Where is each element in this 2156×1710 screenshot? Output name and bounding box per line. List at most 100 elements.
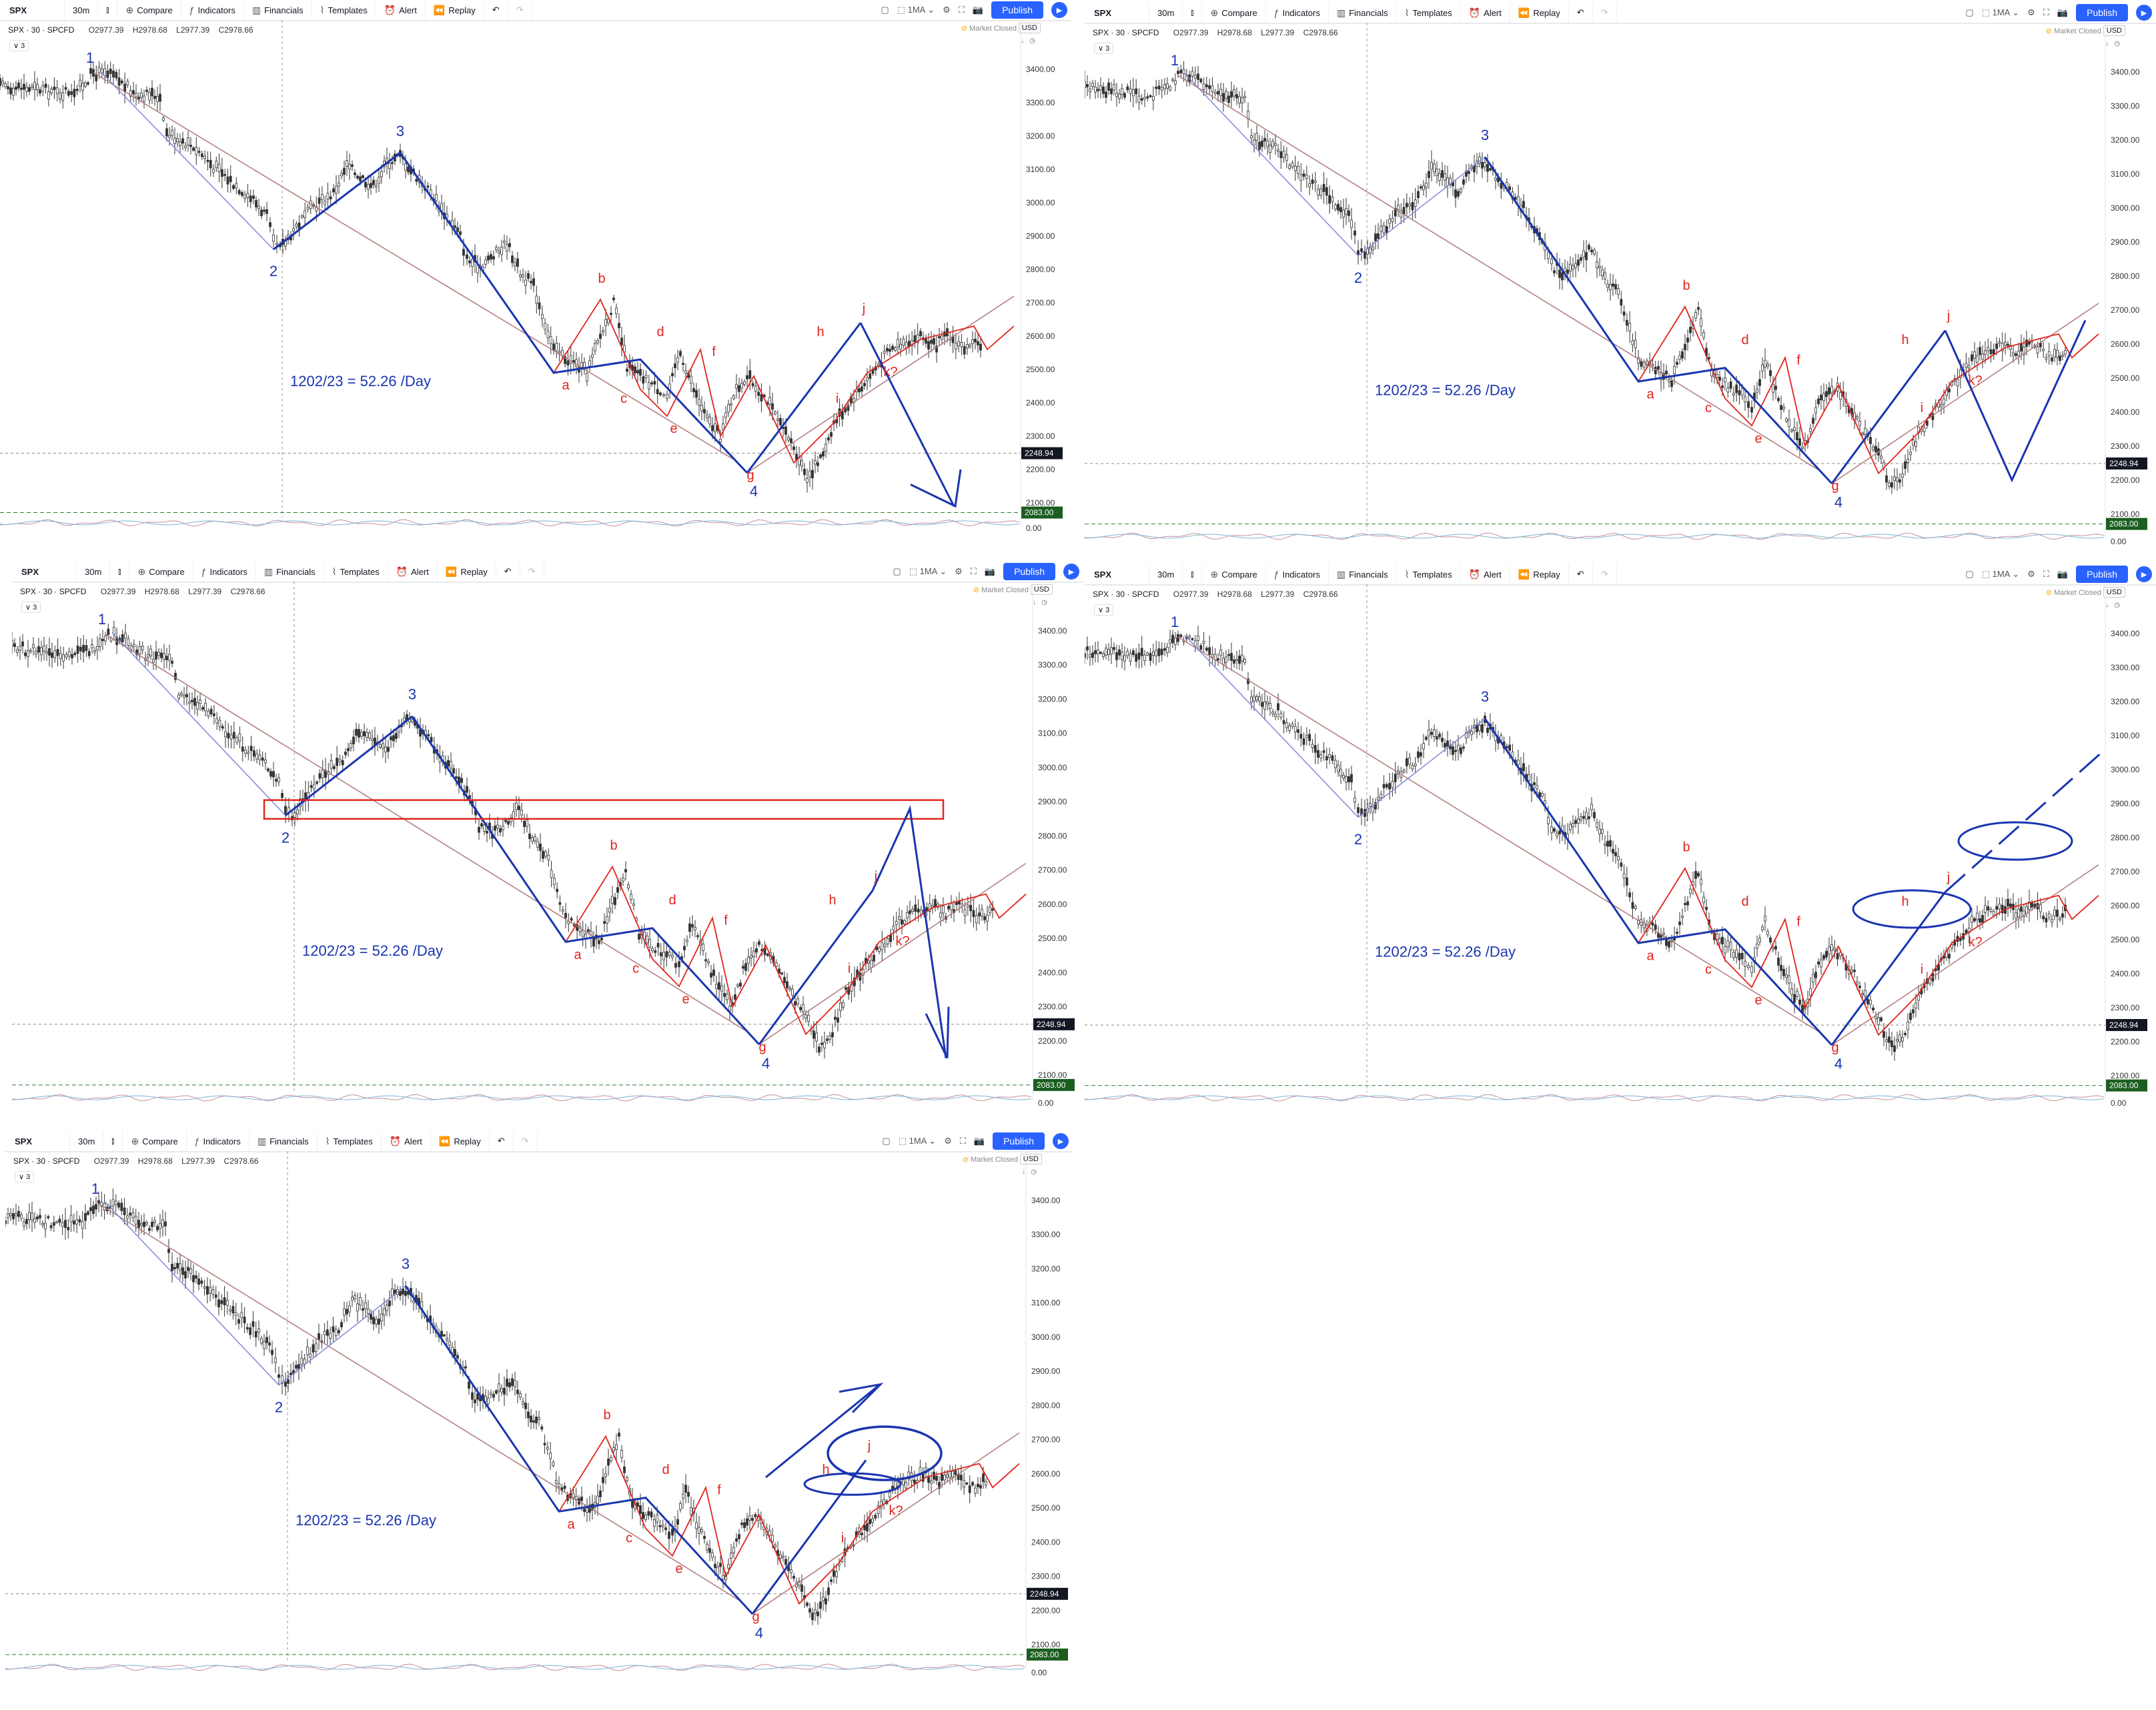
arrow-down-icon[interactable]: ↓	[1021, 37, 1030, 45]
undo-button[interactable]: ↶	[484, 0, 508, 20]
legend-collapse-button[interactable]: ∨ 3	[1094, 604, 1114, 616]
redo-button[interactable]: ↷	[508, 0, 532, 20]
play-icon[interactable]: ▶	[2136, 5, 2152, 21]
camera-icon[interactable]: 📷	[2057, 7, 2069, 17]
symbol-search[interactable]: SPX	[5, 1131, 70, 1151]
legend-collapse-button[interactable]: ∨ 3	[9, 40, 29, 51]
chart-panel-2[interactable]: SPX 30m ⫾ ⊕ Compare ƒ Indicators ▥ Financia…	[1085, 3, 2156, 551]
play-icon[interactable]: ▶	[1053, 1133, 1069, 1149]
legend-collapse-button[interactable]: ∨ 3	[21, 602, 41, 613]
replay-button[interactable]: ⏪ Replay	[431, 1131, 490, 1151]
legend-collapse-button[interactable]: ∨ 3	[1094, 43, 1114, 54]
financials-button[interactable]: ▥ Financials	[244, 0, 312, 20]
play-icon[interactable]: ▶	[1051, 2, 1067, 18]
publish-button[interactable]: Publish	[991, 1, 1043, 19]
gear-icon[interactable]: ⚙	[944, 1136, 952, 1146]
chart-style-button[interactable]: ⫾	[1183, 3, 1203, 23]
arrow-down-icon[interactable]: ↓	[2105, 602, 2115, 609]
camera-icon[interactable]: 📷	[972, 5, 984, 15]
interval-button[interactable]: 30m	[77, 562, 111, 582]
financials-button[interactable]: ▥ Financials	[1329, 564, 1397, 584]
arrow-down-icon[interactable]: ↓	[2105, 40, 2115, 47]
chart-style-button[interactable]: ⫾	[98, 0, 118, 20]
currency-badge[interactable]: USD	[2103, 587, 2125, 598]
templates-button[interactable]: ⌇ Templates	[312, 0, 376, 20]
indicators-button[interactable]: ƒ Indicators	[1266, 564, 1329, 584]
compare-button[interactable]: ⊕ Compare	[1202, 3, 1266, 23]
price-chart[interactable]: 3400.003300.003200.003100.003000.002900.…	[0, 0, 1071, 538]
fullscreen-icon[interactable]: ⛶	[958, 5, 965, 15]
chart-style-button[interactable]: ⫾	[1183, 564, 1203, 584]
chart-style-button[interactable]: ⫾	[103, 1131, 123, 1151]
price-chart[interactable]: 3400.003300.003200.003100.003000.002900.…	[1085, 564, 2156, 1112]
alert-button[interactable]: ⏰ Alert	[382, 1131, 431, 1151]
gear-icon[interactable]: ⚙	[2027, 7, 2035, 17]
clock-icon[interactable]: ◷	[1031, 1168, 1042, 1176]
layout-icon[interactable]: ▢	[881, 5, 889, 15]
publish-button[interactable]: Publish	[993, 1132, 1045, 1150]
alert-button[interactable]: ⏰ Alert	[1461, 564, 1510, 584]
camera-icon[interactable]: 📷	[984, 566, 996, 576]
templates-button[interactable]: ⌇ Templates	[318, 1131, 382, 1151]
play-icon[interactable]: ▶	[2136, 566, 2152, 582]
currency-badge[interactable]: USD	[1030, 584, 1053, 595]
arrow-down-icon[interactable]: ↓	[1022, 1168, 1031, 1176]
fullscreen-icon[interactable]: ⛶	[2043, 7, 2049, 17]
alert-button[interactable]: ⏰ Alert	[388, 562, 438, 582]
redo-button[interactable]: ↷	[1593, 3, 1617, 23]
layout-icon[interactable]: ▢	[1965, 569, 1974, 579]
templates-button[interactable]: ⌇ Templates	[324, 562, 388, 582]
clock-icon[interactable]: ◷	[1041, 599, 1053, 606]
ma-layout-button[interactable]: ⬚ 1MA ⌄	[898, 1136, 937, 1146]
indicators-button[interactable]: ƒ Indicators	[1266, 3, 1329, 23]
chart-panel-3[interactable]: SPX 30m ⫾ ⊕ Compare ƒ Indicators ▥ Financia…	[12, 562, 1083, 1112]
chart-panel-5[interactable]: SPX 30m ⫾ ⊕ Compare ƒ Indicators ▥ Financia…	[5, 1131, 1073, 1682]
templates-button[interactable]: ⌇ Templates	[1397, 564, 1461, 584]
indicators-button[interactable]: ƒ Indicators	[187, 1131, 249, 1151]
undo-button[interactable]: ↶	[490, 1131, 514, 1151]
indicators-button[interactable]: ƒ Indicators	[181, 0, 244, 20]
camera-icon[interactable]: 📷	[2057, 569, 2069, 579]
undo-button[interactable]: ↶	[1569, 3, 1593, 23]
interval-button[interactable]: 30m	[70, 1131, 104, 1151]
symbol-search[interactable]: SPX	[0, 0, 65, 20]
ma-layout-button[interactable]: ⬚ 1MA ⌄	[897, 5, 935, 15]
legend-collapse-button[interactable]: ∨ 3	[15, 1171, 35, 1182]
redo-button[interactable]: ↷	[1593, 564, 1617, 584]
fullscreen-icon[interactable]: ⛶	[970, 566, 977, 576]
financials-button[interactable]: ▥ Financials	[249, 1131, 318, 1151]
chart-panel-1[interactable]: SPX 30m ⫾ ⊕ Compare ƒ Indicators ▥ Financia…	[0, 0, 1071, 538]
compare-button[interactable]: ⊕ Compare	[1202, 564, 1266, 584]
financials-button[interactable]: ▥ Financials	[256, 562, 324, 582]
undo-button[interactable]: ↶	[496, 562, 520, 582]
symbol-search[interactable]: SPX	[12, 562, 77, 582]
indicators-button[interactable]: ƒ Indicators	[193, 562, 256, 582]
price-chart[interactable]: 3400.003300.003200.003100.003000.002900.…	[12, 562, 1083, 1112]
ma-layout-button[interactable]: ⬚ 1MA ⌄	[1981, 7, 2020, 17]
clock-icon[interactable]: ◷	[1029, 37, 1041, 45]
chart-panel-4[interactable]: SPX 30m ⫾ ⊕ Compare ƒ Indicators ▥ Financia…	[1085, 564, 2156, 1112]
symbol-search[interactable]: SPX	[1085, 564, 1149, 584]
compare-button[interactable]: ⊕ Compare	[117, 0, 181, 20]
replay-button[interactable]: ⏪ Replay	[426, 0, 484, 20]
undo-button[interactable]: ↶	[1569, 564, 1593, 584]
currency-badge[interactable]: USD	[2103, 25, 2125, 36]
alert-button[interactable]: ⏰ Alert	[376, 0, 426, 20]
symbol-search[interactable]: SPX	[1085, 3, 1149, 23]
redo-button[interactable]: ↷	[520, 562, 544, 582]
interval-button[interactable]: 30m	[65, 0, 99, 20]
publish-button[interactable]: Publish	[1003, 563, 1055, 580]
clock-icon[interactable]: ◷	[2114, 602, 2125, 609]
interval-button[interactable]: 30m	[1149, 564, 1183, 584]
gear-icon[interactable]: ⚙	[955, 566, 963, 576]
financials-button[interactable]: ▥ Financials	[1329, 3, 1397, 23]
compare-button[interactable]: ⊕ Compare	[123, 1131, 187, 1151]
templates-button[interactable]: ⌇ Templates	[1397, 3, 1461, 23]
ma-layout-button[interactable]: ⬚ 1MA ⌄	[909, 566, 947, 576]
layout-icon[interactable]: ▢	[1965, 7, 1974, 17]
fullscreen-icon[interactable]: ⛶	[959, 1136, 966, 1146]
arrow-down-icon[interactable]: ↓	[1033, 599, 1042, 606]
price-chart[interactable]: 3400.003300.003200.003100.003000.002900.…	[1085, 3, 2156, 551]
gear-icon[interactable]: ⚙	[943, 5, 951, 15]
replay-button[interactable]: ⏪ Replay	[438, 562, 496, 582]
